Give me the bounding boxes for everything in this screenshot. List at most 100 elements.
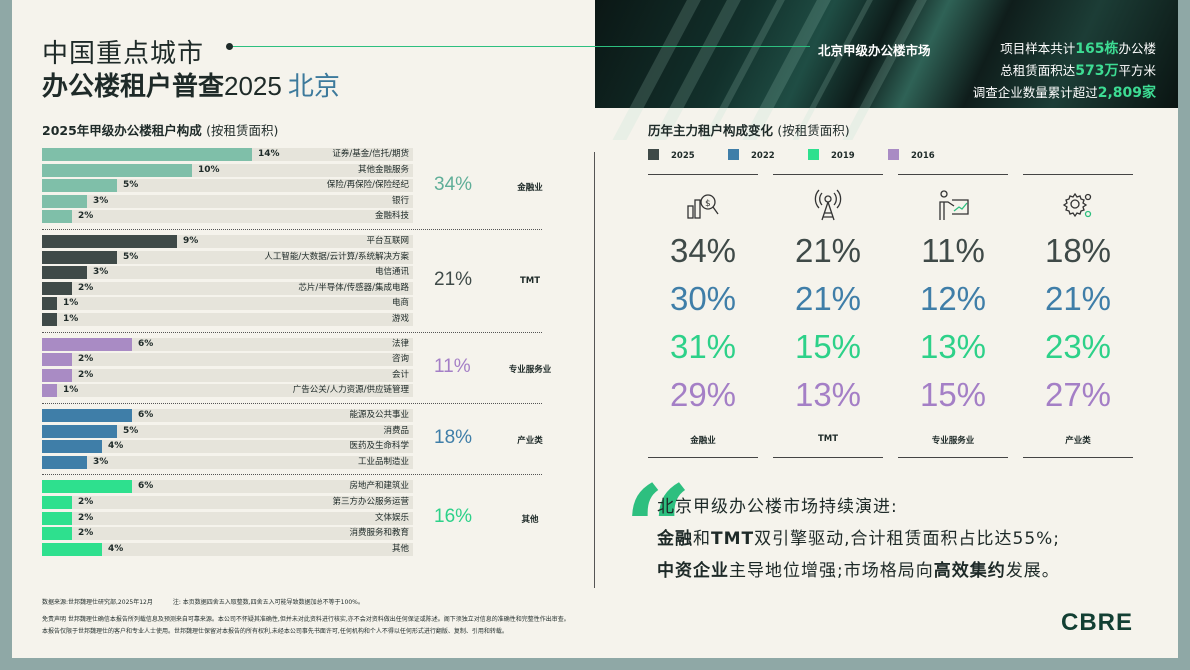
quote-mark-icon: “	[624, 459, 692, 598]
group-name: 产业类	[517, 436, 543, 447]
tenant-bar-pct: 5%	[123, 251, 139, 262]
tenant-bar-row: 2% 消费服务和教育	[42, 527, 413, 541]
quote-line1: 北京甲级办公楼市场持续演进:	[657, 497, 898, 517]
legend-item: 2016	[888, 149, 935, 161]
tenant-bar-label: 第三方办公服务运营	[332, 497, 409, 507]
tenant-bar-pct: 1%	[63, 314, 79, 324]
title-city: 北京	[287, 71, 340, 101]
tenant-bar-pct: 2%	[78, 282, 94, 293]
header-stat-pre: 调查企业数量累计超过	[972, 85, 1098, 100]
share-value-2016: 13%	[794, 376, 862, 413]
svg-text:$: $	[705, 199, 711, 209]
header-stat-post: 办公楼	[1118, 41, 1156, 56]
tenant-bar-row: 4% 医药及生命科学	[42, 440, 413, 454]
tenant-bar-row: 2% 第三方办公服务运营	[42, 496, 413, 509]
share-value-2016: 27%	[1044, 376, 1112, 413]
tenant-bar	[42, 179, 117, 193]
column-top-rule	[1023, 174, 1133, 175]
header-rule-dot	[226, 43, 233, 50]
legend-swatch	[888, 149, 899, 160]
header-building-photo	[595, 0, 1178, 140]
tenant-bar-pct: 1%	[63, 385, 79, 396]
report-page: 中国重点城市 办公楼租户普查2025 北京 北京甲级办公楼市场 2025年甲级办公…	[12, 0, 1178, 658]
tenant-bar-label: 电商	[391, 298, 409, 309]
category-column: 18% 21% 23% 27% 产业类	[1023, 174, 1133, 458]
tenant-bar-row: 2% 金融科技	[42, 210, 413, 224]
tenant-bar-label: 人工智能/大数据/云计算/系统解决方案	[264, 251, 409, 262]
tenant-bar-label: 金融科技	[374, 211, 409, 222]
header-stat-post: 平方米	[1118, 63, 1156, 78]
header-stat-pre: 总租赁面积达	[1000, 63, 1076, 78]
header-stat: 项目样本共计165栋办公楼	[1000, 38, 1156, 58]
group-total: 18%	[434, 427, 473, 449]
share-value-2025: 34%	[669, 232, 737, 269]
column-bottom-rule	[898, 457, 1008, 458]
header-stat-value: 2,809家	[1097, 85, 1156, 101]
category-column: $34% 30% 31% 29% 金融业	[648, 174, 758, 458]
group-name: 专业服务业	[508, 364, 552, 375]
tower-icon	[811, 188, 845, 222]
tenant-bar	[42, 409, 132, 422]
group-total: 16%	[434, 506, 473, 528]
tenant-bar	[42, 266, 87, 280]
tenant-bar-label: 文体娱乐	[374, 512, 409, 523]
tenant-bar-pct: 10%	[198, 164, 220, 175]
tenant-bar	[42, 163, 192, 177]
tenant-bar-pct: 5%	[123, 425, 139, 436]
cbre-logo: CBRE	[1061, 609, 1134, 636]
tenant-bar	[42, 353, 72, 367]
group-divider	[42, 403, 542, 404]
column-bottom-rule	[1023, 457, 1133, 458]
column-top-rule	[648, 174, 758, 175]
quote-line2: 金融和TMT双引擎驱动,合计租赁面积占比达55%;	[657, 529, 1061, 549]
tenant-bar	[42, 542, 102, 556]
tenant-bar-pct: 6%	[138, 338, 154, 349]
tenant-bar	[42, 384, 57, 398]
tenant-bar-label: 工业品制造业	[357, 456, 409, 467]
tenant-bar-label: 法律	[391, 338, 409, 349]
tenant-bar-pct: 4%	[108, 543, 124, 554]
section-divider	[594, 152, 595, 588]
share-value-2025: 11%	[921, 232, 985, 269]
column-name: 专业服务业	[931, 436, 975, 446]
column-name: 金融业	[690, 436, 716, 446]
tenant-bar-row: 2% 芯片/半导体/传感器/集成电路	[42, 281, 413, 295]
legend-year: 2016	[911, 151, 935, 161]
tenant-bar-label: 芯片/半导体/传感器/集成电路	[298, 282, 409, 293]
tenant-bar	[42, 194, 87, 208]
tenant-bar-pct: 2%	[78, 211, 94, 222]
group-divider	[42, 474, 542, 476]
category-column: 21% 21% 15% 13% TMT	[773, 174, 883, 458]
tenant-bar-pct: 2%	[78, 497, 94, 507]
gear-icon	[1061, 188, 1095, 222]
tenant-bar-pct: 3%	[93, 267, 109, 278]
group-name: TMT	[519, 275, 541, 286]
share-value-2022: 21%	[1044, 280, 1112, 317]
tenant-bar-pct: 6%	[138, 481, 154, 492]
tenant-bar-row: 3% 工业品制造业	[42, 455, 413, 469]
tenant-bar-row: 5% 消费品	[42, 424, 413, 438]
share-value-2025: 21%	[794, 232, 862, 269]
tenant-bar-pct: 14%	[258, 149, 280, 159]
tenant-bar	[42, 496, 72, 509]
legend-swatch	[648, 149, 659, 160]
legend-item: 2025	[648, 149, 695, 161]
tenant-bar-label: 医药及生命科学	[349, 441, 409, 452]
tenant-bar-row: 3% 电信通讯	[42, 266, 413, 280]
tenant-bar	[42, 297, 57, 311]
tenant-bar-row: 1% 电商	[42, 297, 413, 311]
tenant-bar-row: 5% 人工智能/大数据/云计算/系统解决方案	[42, 250, 413, 264]
header-stat-value: 573万	[1075, 63, 1119, 79]
tenant-bar-label: 银行	[391, 195, 409, 206]
legend-year: 2022	[751, 151, 775, 161]
tenant-bar-row: 2% 文体娱乐	[42, 511, 413, 525]
share-value-2022: 21%	[794, 280, 862, 317]
share-value-2019: 13%	[919, 328, 987, 365]
group-total: 21%	[434, 268, 473, 290]
tenant-bar-pct: 9%	[183, 236, 199, 246]
tenant-bar	[42, 424, 117, 438]
tenant-bar	[42, 368, 72, 382]
tenant-bar-label: 保险/再保险/保险经纪	[326, 180, 409, 191]
tenant-bar	[42, 235, 177, 248]
share-value-2019: 31%	[669, 328, 737, 365]
